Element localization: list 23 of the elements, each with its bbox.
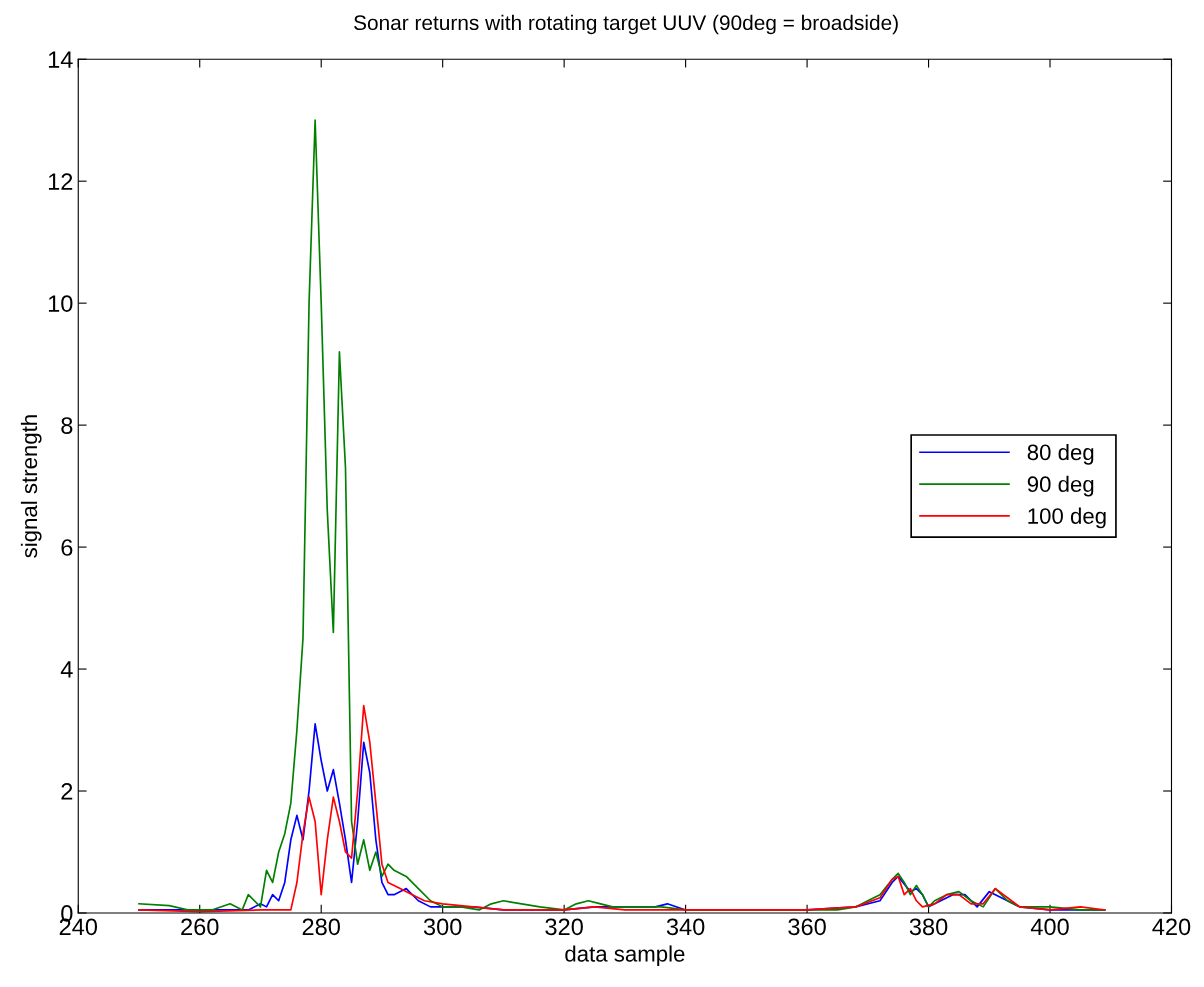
y-tick-label: 10	[48, 295, 73, 312]
y-tick-label: 14	[48, 51, 73, 68]
x-tick-label: 360	[788, 918, 826, 936]
y-tick-label: 6	[61, 539, 73, 556]
x-tick-label: 400	[1030, 918, 1069, 936]
legend-label: 90 deg	[1027, 475, 1094, 497]
x-tick-label: 380	[909, 918, 948, 936]
y-axis-title: signal strength	[20, 415, 42, 558]
legend-label: 80 deg	[1027, 443, 1094, 465]
x-tick-label: 340	[666, 918, 705, 936]
x-tick-label: 260	[181, 918, 219, 936]
x-tick-label: 300	[423, 918, 462, 936]
x-tick-label: 420	[1152, 918, 1191, 936]
x-tick-label: 320	[545, 918, 583, 936]
legend-label: 100 deg	[1028, 507, 1106, 529]
line-series	[138, 119, 1106, 911]
y-tick-label: 12	[48, 173, 73, 190]
y-tick-label: 8	[61, 417, 73, 434]
chart-title: Sonar returns with rotating target UUV (90deg = broadside)	[354, 14, 898, 35]
x-axis-title: data sample	[565, 945, 685, 967]
x-tick-label: 280	[302, 918, 340, 936]
y-tick-label: 2	[61, 783, 73, 800]
y-tick-label: 4	[60, 661, 73, 678]
